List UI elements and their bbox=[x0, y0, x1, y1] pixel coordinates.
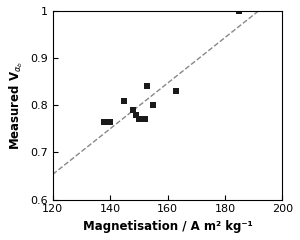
Point bbox=[237, 9, 242, 13]
Point bbox=[145, 84, 150, 88]
Point bbox=[136, 118, 141, 121]
Point bbox=[122, 99, 127, 102]
Point bbox=[142, 118, 147, 121]
Point bbox=[174, 89, 178, 93]
Point bbox=[151, 103, 156, 107]
Point bbox=[131, 108, 136, 112]
Point bbox=[102, 120, 107, 124]
Point bbox=[134, 113, 138, 117]
X-axis label: Magnetisation / A m² kg⁻¹: Magnetisation / A m² kg⁻¹ bbox=[83, 220, 253, 233]
Point bbox=[108, 120, 112, 124]
Y-axis label: Measured V$_{α_b}$: Measured V$_{α_b}$ bbox=[7, 61, 25, 150]
